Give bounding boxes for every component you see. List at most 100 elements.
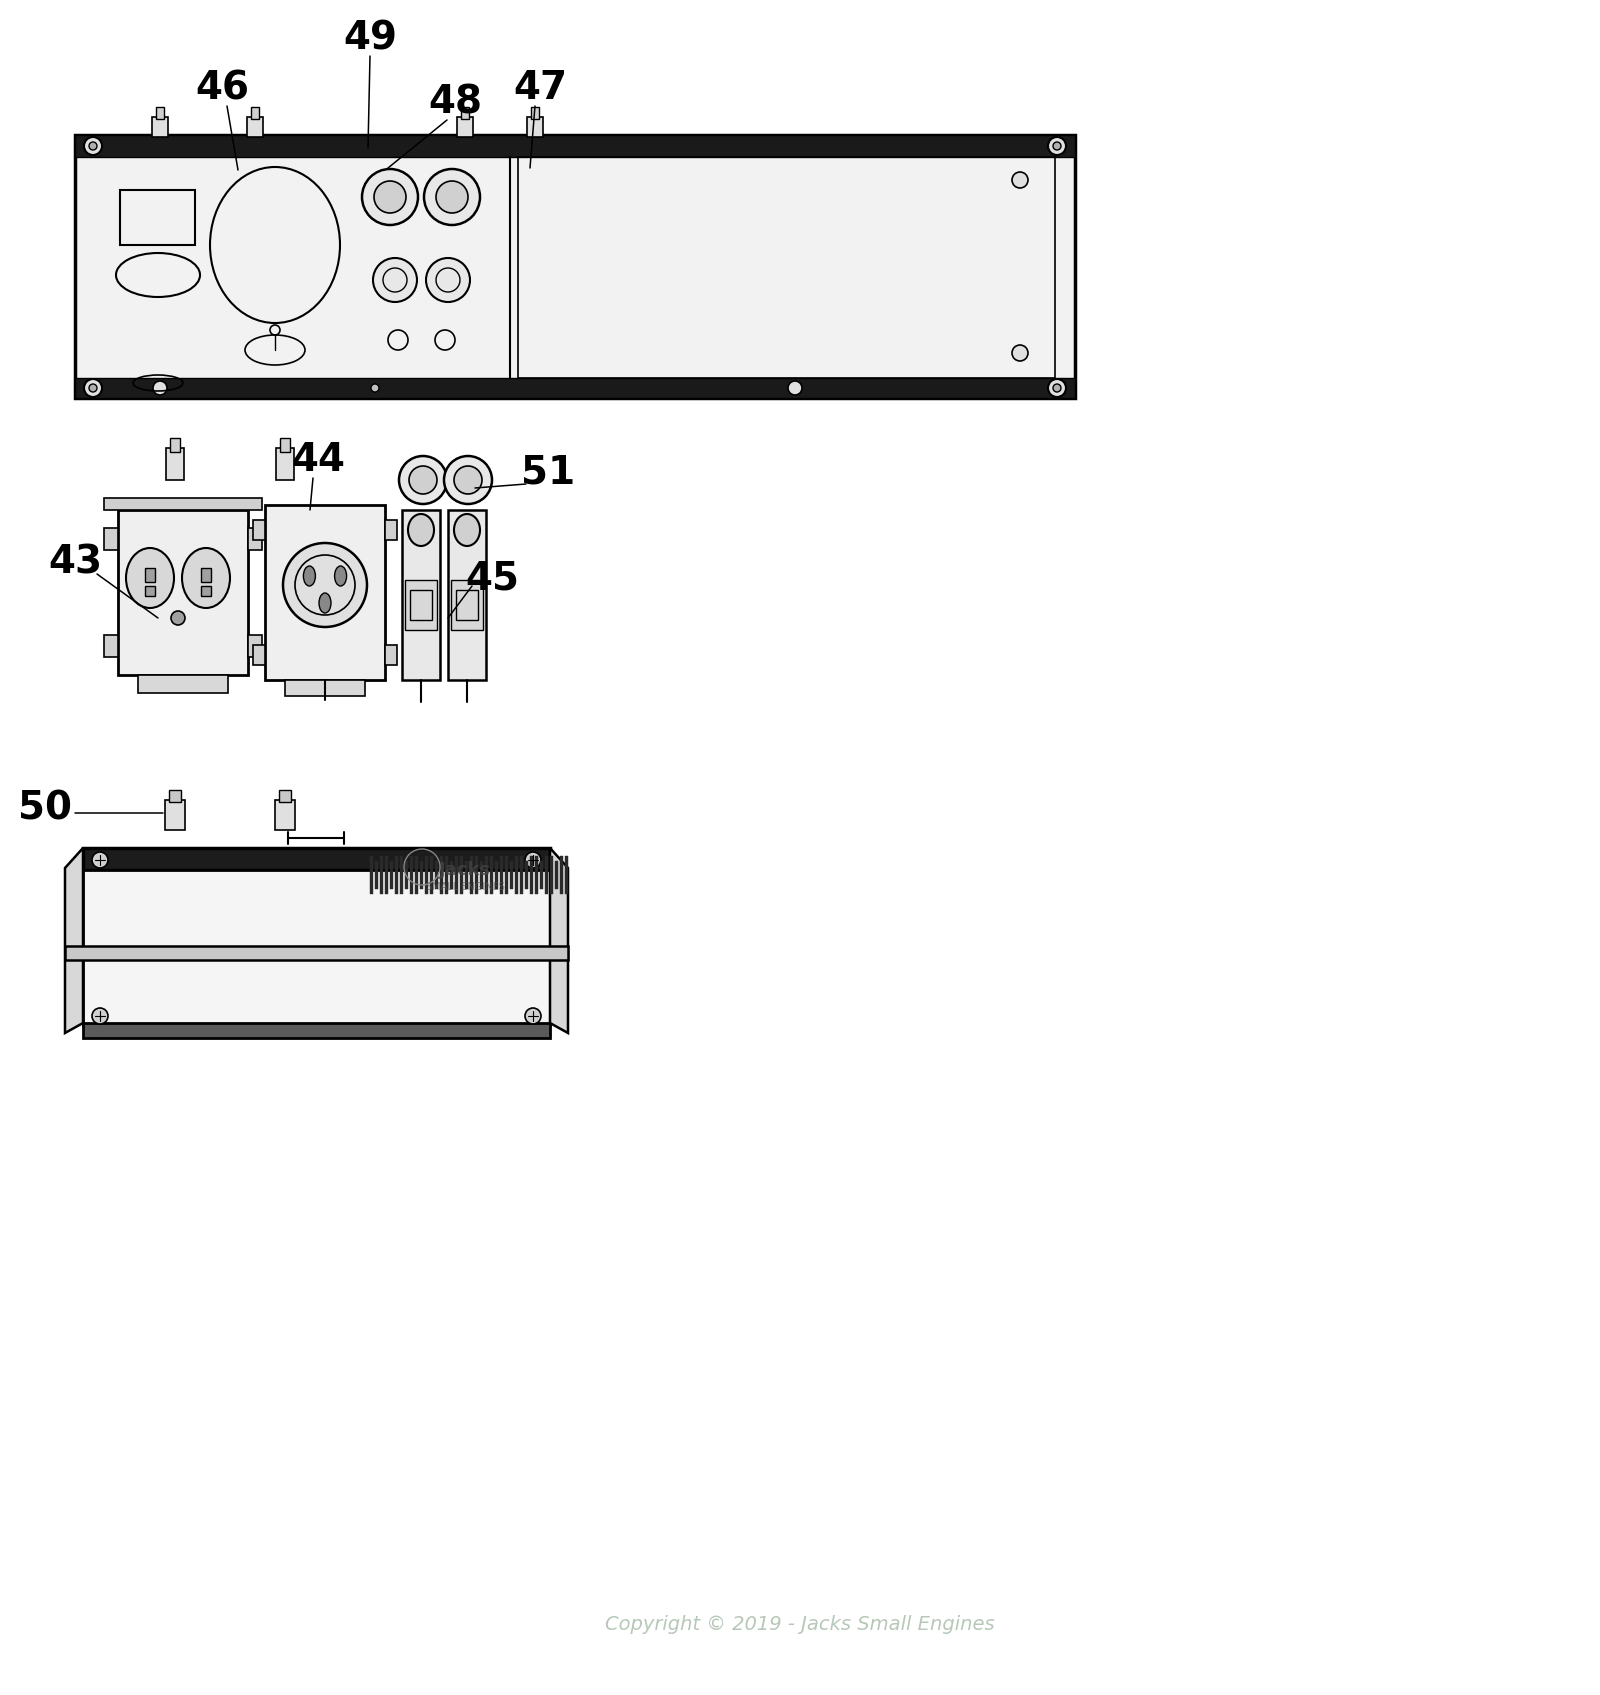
Bar bbox=[202, 586, 211, 597]
Bar bbox=[475, 856, 478, 893]
Polygon shape bbox=[66, 848, 83, 1032]
Text: 50: 50 bbox=[18, 788, 72, 827]
Ellipse shape bbox=[318, 593, 331, 614]
Bar bbox=[410, 590, 432, 620]
Bar bbox=[280, 437, 290, 453]
Ellipse shape bbox=[408, 514, 434, 546]
Circle shape bbox=[1053, 385, 1061, 392]
Circle shape bbox=[1013, 171, 1027, 188]
Bar bbox=[458, 117, 474, 137]
Ellipse shape bbox=[304, 566, 315, 586]
Bar bbox=[419, 861, 422, 888]
Bar bbox=[534, 856, 538, 893]
Bar bbox=[410, 856, 413, 893]
Bar bbox=[405, 861, 408, 888]
Bar bbox=[518, 158, 1054, 378]
Bar bbox=[565, 856, 568, 893]
Text: SMALL ENGINES: SMALL ENGINES bbox=[426, 881, 504, 892]
Circle shape bbox=[93, 853, 109, 868]
Bar bbox=[386, 520, 397, 541]
Bar bbox=[555, 861, 558, 888]
Bar bbox=[435, 861, 438, 888]
Bar bbox=[448, 510, 486, 680]
Bar bbox=[510, 861, 514, 888]
Bar bbox=[386, 856, 387, 893]
Circle shape bbox=[1013, 346, 1027, 361]
Bar bbox=[275, 800, 294, 831]
Bar bbox=[550, 856, 554, 893]
Text: 43: 43 bbox=[48, 542, 102, 581]
Bar bbox=[248, 636, 262, 658]
Bar bbox=[405, 580, 437, 631]
Bar bbox=[138, 675, 229, 693]
Bar bbox=[83, 848, 550, 870]
Circle shape bbox=[83, 137, 102, 154]
Bar bbox=[246, 117, 262, 137]
Circle shape bbox=[90, 385, 98, 392]
Circle shape bbox=[435, 181, 467, 214]
Bar bbox=[506, 856, 509, 893]
Circle shape bbox=[93, 1009, 109, 1024]
Bar bbox=[75, 136, 1075, 158]
Circle shape bbox=[371, 385, 379, 392]
Bar bbox=[414, 856, 418, 893]
Text: 49: 49 bbox=[342, 19, 397, 58]
Bar bbox=[75, 136, 1075, 398]
Ellipse shape bbox=[182, 547, 230, 609]
Bar bbox=[530, 856, 533, 893]
Bar bbox=[386, 646, 397, 664]
Circle shape bbox=[1048, 137, 1066, 154]
Circle shape bbox=[362, 170, 418, 225]
Circle shape bbox=[1048, 380, 1066, 397]
Circle shape bbox=[283, 542, 366, 627]
Bar bbox=[525, 861, 528, 888]
Bar bbox=[66, 946, 568, 959]
Circle shape bbox=[525, 1009, 541, 1024]
Text: Jacks: Jacks bbox=[438, 861, 491, 880]
Bar bbox=[531, 107, 539, 119]
Text: 51: 51 bbox=[522, 453, 574, 492]
Bar bbox=[104, 529, 118, 549]
Circle shape bbox=[445, 456, 493, 503]
Bar bbox=[470, 856, 474, 893]
Circle shape bbox=[398, 456, 446, 503]
Circle shape bbox=[426, 258, 470, 302]
Bar bbox=[520, 856, 523, 893]
Bar bbox=[395, 856, 398, 893]
Bar bbox=[152, 117, 168, 137]
Bar bbox=[546, 856, 547, 893]
Ellipse shape bbox=[454, 514, 480, 546]
Bar bbox=[400, 856, 403, 893]
Circle shape bbox=[1053, 142, 1061, 149]
Bar bbox=[170, 790, 181, 802]
Ellipse shape bbox=[334, 566, 347, 586]
Circle shape bbox=[373, 258, 418, 302]
Bar bbox=[266, 505, 386, 680]
Circle shape bbox=[454, 466, 482, 493]
Bar bbox=[285, 680, 365, 697]
Circle shape bbox=[83, 380, 102, 397]
Polygon shape bbox=[550, 848, 568, 1032]
Bar bbox=[426, 856, 429, 893]
Circle shape bbox=[424, 170, 480, 225]
Bar bbox=[402, 510, 440, 680]
Bar bbox=[560, 856, 563, 893]
Bar bbox=[381, 856, 382, 893]
Bar bbox=[374, 861, 378, 888]
Bar bbox=[146, 568, 155, 581]
Bar bbox=[494, 861, 498, 888]
Bar bbox=[165, 800, 186, 831]
Bar bbox=[515, 856, 518, 893]
Bar bbox=[253, 520, 266, 541]
Bar bbox=[451, 580, 483, 631]
Circle shape bbox=[171, 610, 186, 625]
Text: Copyright © 2019 - Jacks Small Engines: Copyright © 2019 - Jacks Small Engines bbox=[605, 1615, 995, 1634]
Bar bbox=[104, 498, 262, 510]
Bar bbox=[485, 856, 488, 893]
Bar bbox=[202, 568, 211, 581]
Circle shape bbox=[525, 853, 541, 868]
Bar bbox=[454, 856, 458, 893]
Bar bbox=[461, 107, 469, 119]
Text: 44: 44 bbox=[291, 441, 346, 480]
Bar bbox=[461, 856, 462, 893]
